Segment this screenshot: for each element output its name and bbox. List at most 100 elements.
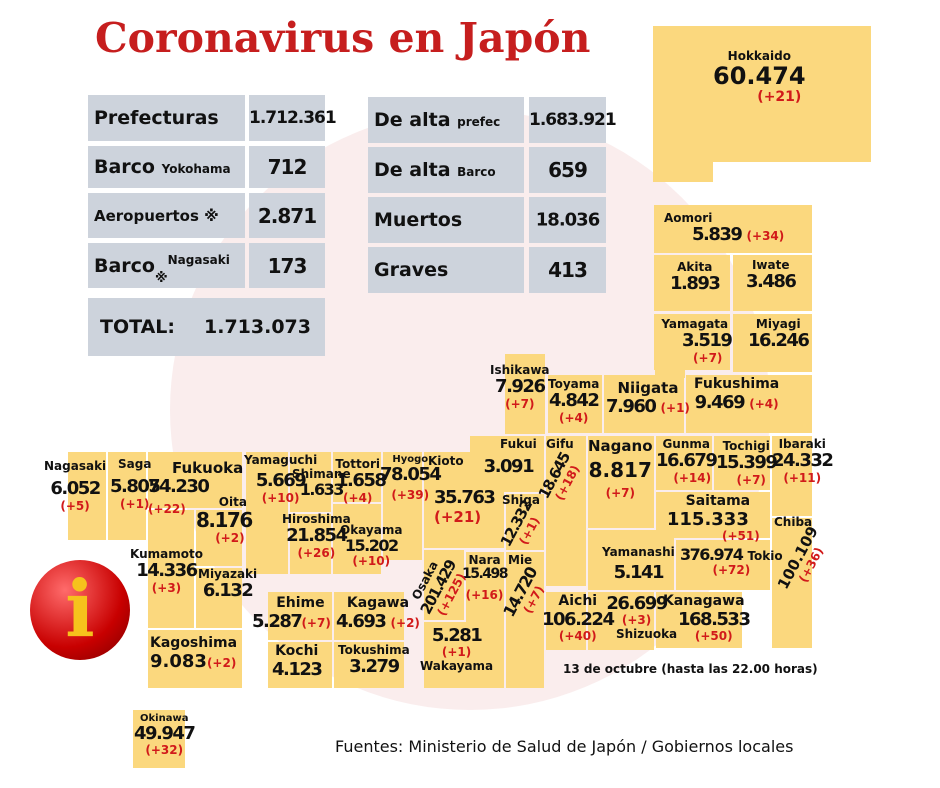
date-note: 13 de octubre (hasta las 22.00 horas) bbox=[563, 662, 818, 676]
prefecture-tottori: Tottori 1.658 (+4) bbox=[335, 457, 387, 505]
prefecture-kagawa: Kagawa 4.693 (+2) bbox=[336, 595, 420, 632]
map-block-hokkaido bbox=[653, 26, 871, 162]
map-block-tottori bbox=[333, 452, 381, 502]
summary-de-alta-barco-value: 659 bbox=[529, 147, 606, 193]
map-block-aomori bbox=[654, 205, 812, 253]
map-block-ishikawa bbox=[505, 354, 545, 434]
prefecture-toyama: Toyama 4.842 (+4) bbox=[548, 377, 600, 425]
prefecture-shiga: Shiga bbox=[502, 493, 540, 507]
summary-prefecturas-label: Prefecturas bbox=[88, 95, 245, 141]
map-block-hokkaido-tail bbox=[653, 160, 713, 182]
map-block-shizuoka bbox=[588, 592, 654, 650]
summary-de-alta-prefec-value: 1.683.921 bbox=[529, 97, 617, 143]
prefecture-kochi: Kochi 4.123 bbox=[272, 643, 323, 680]
map-block-miyagi bbox=[733, 314, 812, 372]
summary-barco-nagasaki-label: Barco※Nagasaki bbox=[88, 243, 245, 288]
prefecture-niigata: Niigata 7.960 (+1) bbox=[606, 379, 690, 417]
map-block-niigata bbox=[604, 375, 684, 433]
map-block-hyogo bbox=[383, 452, 422, 560]
prefecture-yamagata: Yamagata 3.519 (+7) bbox=[661, 317, 733, 365]
map-block-okinawa bbox=[133, 710, 185, 768]
prefecture-miyazaki: Miyazaki 6.132 bbox=[198, 567, 258, 602]
prefecture-tokio: 376.974 Tokio (+72) bbox=[680, 545, 783, 577]
map-block-shimane bbox=[290, 452, 331, 512]
summary-muertos-value: 18.036 bbox=[529, 197, 606, 243]
prefecture-ishikawa: Ishikawa 7.926 (+7) bbox=[490, 363, 550, 411]
summary-graves-value: 413 bbox=[529, 247, 606, 293]
map-block-miyazaki bbox=[196, 568, 242, 628]
summary-barco-nagasaki-value: 173 bbox=[249, 243, 325, 288]
map-block-okayama bbox=[333, 504, 381, 574]
prefecture-ehime: Ehime 5.287(+7) bbox=[252, 595, 331, 632]
map-block-akita bbox=[654, 255, 730, 311]
prefecture-aichi: Aichi 106.224 (+40) bbox=[542, 593, 615, 643]
map-block-wakayama bbox=[424, 622, 504, 688]
map-block-kioto bbox=[424, 452, 504, 548]
map-block-yamanashi bbox=[588, 530, 674, 590]
prefecture-kanagawa: Kanagawa 168.533 (+50) bbox=[662, 593, 751, 643]
prefecture-gunma: Gunma 16.679 (+14) bbox=[656, 437, 718, 485]
map-block-toyama bbox=[548, 375, 602, 433]
summary-aeropuertos-value: 2.871 bbox=[249, 193, 325, 238]
map-block-tokushima bbox=[334, 642, 404, 688]
map-block-tochigi bbox=[714, 436, 770, 490]
source-text: Fuentes: Ministerio de Salud de Japón / … bbox=[335, 737, 794, 756]
prefecture-wakayama: 5.281 (+1) Wakayama bbox=[420, 625, 494, 673]
map-block-oita bbox=[196, 510, 242, 566]
prefecture-hokkaido: Hokkaido 60.474 (+21) bbox=[713, 49, 806, 106]
prefecture-fukuoka: Fukuoka 74.230 (+22) bbox=[148, 459, 244, 516]
prefecture-tokushima: Tokushima 3.279 bbox=[338, 643, 410, 678]
prefecture-miyagi: Miyagi 16.246 bbox=[748, 317, 810, 352]
map-block-kochi bbox=[268, 642, 332, 688]
map-block-gunma bbox=[656, 436, 712, 490]
prefecture-yamaguchi: Yamaguchi 5.669 (+10) bbox=[244, 453, 318, 505]
prefecture-yamanashi: Yamanashi 5.141 bbox=[602, 545, 675, 584]
prefecture-mie: Mie bbox=[508, 553, 533, 567]
prefecture-hyogo: Hyogo 78.054 (+39) bbox=[380, 454, 442, 503]
map-block-saga bbox=[108, 452, 146, 540]
prefecture-iwate: Iwate 3.486 bbox=[746, 258, 797, 293]
prefecture-fukui: Fukui 3.091 bbox=[483, 437, 537, 478]
page-title: Coronavirus en Japón bbox=[95, 14, 591, 62]
prefecture-gifu: Gifu bbox=[546, 437, 574, 451]
prefecture-aomori: Aomori 5.839 (+34) bbox=[664, 211, 785, 246]
prefecture-hiroshima: Hiroshima 21.854 (+26) bbox=[282, 512, 351, 560]
prefecture-kagoshima: Kagoshima 9.083(+2) bbox=[150, 635, 238, 672]
summary-prefecturas-value: 1.712.361 bbox=[249, 95, 337, 141]
prefecture-chiba: Chiba bbox=[774, 515, 813, 529]
map-block-osaka bbox=[424, 550, 464, 620]
prefecture-akita: Akita 1.893 bbox=[670, 260, 721, 295]
prefecture-okayama: Okayama 15.202 (+10) bbox=[340, 523, 403, 569]
summary-muertos-label: Muertos bbox=[368, 197, 524, 243]
map-block-kagawa bbox=[334, 592, 404, 640]
prefecture-okinawa: Okinawa 49.947 (+32) bbox=[134, 713, 196, 758]
summary-barco-yokohama-label: Barco Yokohama bbox=[88, 146, 245, 188]
prefecture-fukushima: Fukushima 9.469 (+4) bbox=[694, 376, 780, 413]
map-block-iwate bbox=[733, 255, 812, 311]
summary-de-alta-prefec-label: De alta prefec bbox=[368, 97, 524, 143]
map-block-ibaraki bbox=[772, 436, 812, 516]
prefecture-tochigi: Tochigi 15.399 (+7) bbox=[716, 439, 778, 487]
map-block-kumamoto bbox=[148, 510, 194, 628]
map-block-nagano bbox=[588, 436, 654, 528]
summary-total: TOTAL: 1.713.073 bbox=[88, 298, 325, 356]
prefecture-kioto: Kioto 35.763 (+21) bbox=[428, 454, 496, 526]
map-block-shiga bbox=[506, 494, 544, 550]
map-block-mie bbox=[506, 552, 544, 688]
map-block-hiroshima bbox=[290, 514, 331, 574]
prefecture-oita: Oita 8.176 (+2) bbox=[196, 495, 253, 545]
map-block-gifu bbox=[546, 436, 586, 586]
map-block-fukuoka bbox=[148, 452, 242, 508]
map-block-yamaguchi bbox=[246, 452, 288, 574]
info-icon: i bbox=[30, 560, 130, 660]
summary-de-alta-barco-label: De alta Barco bbox=[368, 147, 524, 193]
prefecture-nara: Nara 15.498 (+16) bbox=[462, 553, 509, 603]
map-block-tokio bbox=[676, 540, 770, 590]
prefecture-saitama: Saitama 115.333 (+51) bbox=[666, 493, 760, 543]
map-block-kanagawa bbox=[656, 592, 742, 648]
prefecture-nagasaki: Nagasaki 6.052 (+5) bbox=[44, 459, 107, 513]
map-block-saitama bbox=[656, 492, 770, 538]
summary-aeropuertos-label: Aeropuertos ※ bbox=[88, 193, 245, 238]
map-block-aichi bbox=[546, 592, 586, 650]
prefecture-ibaraki: Ibaraki 24.332 (+11) bbox=[772, 437, 834, 485]
